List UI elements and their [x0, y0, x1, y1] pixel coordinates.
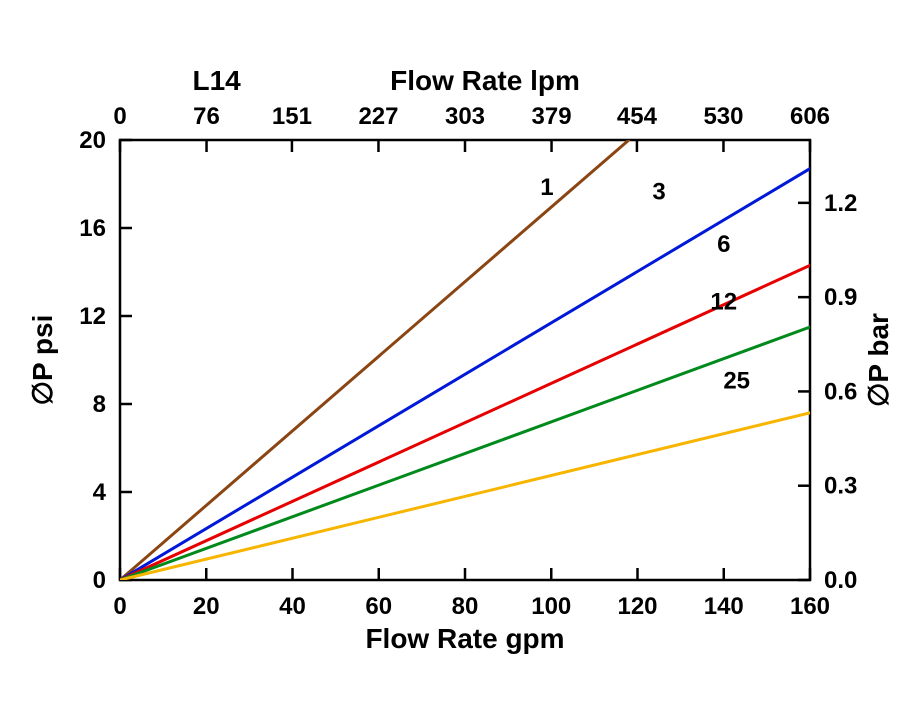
- x-top-tick-label: 76: [193, 103, 220, 130]
- y-left-tick-label: 20: [79, 127, 106, 154]
- x-top-tick-label: 379: [532, 103, 572, 130]
- series-label: 12: [710, 288, 737, 315]
- y-right-tick-label: 0.0: [824, 567, 857, 594]
- x-top-tick-label: 151: [272, 103, 312, 130]
- x-top-tick-label: 227: [358, 103, 398, 130]
- x-bottom-tick-label: 40: [279, 593, 306, 620]
- x-top-tick-label: 454: [617, 103, 658, 130]
- x-top-tick-label: 530: [703, 103, 743, 130]
- x-top-label: Flow Rate lpm: [390, 65, 580, 96]
- y-left-tick-label: 4: [93, 479, 107, 506]
- x-bottom-tick-label: 0: [113, 593, 126, 620]
- x-bottom-tick-label: 100: [531, 593, 571, 620]
- y-left-tick-label: 16: [79, 215, 106, 242]
- x-bottom-label: Flow Rate gpm: [365, 623, 564, 654]
- y-left-tick-label: 8: [93, 391, 106, 418]
- x-top-tick-label: 303: [445, 103, 485, 130]
- y-right-tick-label: 1.2: [824, 190, 857, 217]
- pressure-flow-chart: 020406080100120140160Flow Rate gpm076151…: [0, 0, 908, 702]
- x-bottom-tick-label: 120: [617, 593, 657, 620]
- y-left-label: ∅P psi: [27, 315, 58, 406]
- x-bottom-tick-label: 20: [193, 593, 220, 620]
- model-label: L14: [192, 65, 241, 96]
- x-bottom-tick-label: 160: [790, 593, 830, 620]
- x-bottom-tick-label: 80: [452, 593, 479, 620]
- x-top-tick-label: 0: [113, 103, 126, 130]
- y-left-tick-label: 0: [93, 567, 106, 594]
- series-label: 3: [652, 178, 665, 205]
- series-label: 25: [723, 368, 750, 395]
- y-right-tick-label: 0.3: [824, 473, 857, 500]
- y-left-tick-label: 12: [79, 303, 106, 330]
- series-label: 1: [540, 174, 553, 201]
- x-bottom-tick-label: 60: [365, 593, 392, 620]
- chart-svg: 020406080100120140160Flow Rate gpm076151…: [0, 0, 908, 702]
- y-right-label: ∅P bar: [863, 313, 894, 407]
- y-right-tick-label: 0.6: [824, 378, 857, 405]
- x-bottom-tick-label: 140: [704, 593, 744, 620]
- y-right-tick-label: 0.9: [824, 284, 857, 311]
- x-top-tick-label: 606: [790, 103, 830, 130]
- series-label: 6: [717, 231, 730, 258]
